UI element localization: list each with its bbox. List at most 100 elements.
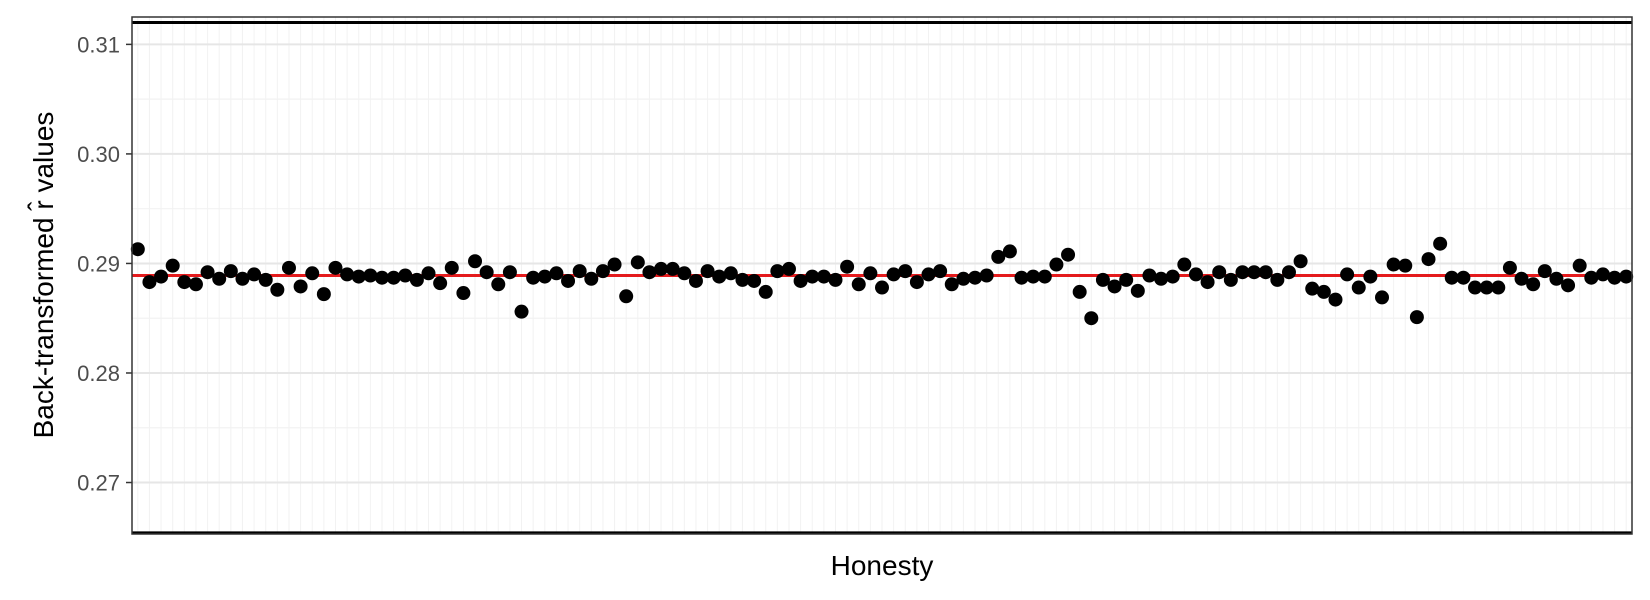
data-point <box>1398 258 1413 273</box>
data-point <box>386 270 401 285</box>
data-point <box>305 266 320 281</box>
data-point <box>840 259 855 274</box>
data-point <box>979 268 994 283</box>
data-point <box>421 266 436 281</box>
data-point <box>1537 264 1552 279</box>
major-gridlines-y <box>132 43 1632 484</box>
data-point <box>1572 258 1587 273</box>
data-point <box>1247 265 1262 280</box>
data-point <box>1188 267 1203 282</box>
data-point <box>1328 292 1343 307</box>
data-point <box>1095 272 1110 287</box>
data-point <box>1316 284 1331 299</box>
y-tick-label: 0.30 <box>77 142 120 167</box>
data-point <box>363 268 378 283</box>
data-point <box>375 270 389 285</box>
data-point <box>1363 269 1378 284</box>
data-point <box>688 273 703 288</box>
data-point <box>1212 265 1227 280</box>
data-point <box>700 264 715 279</box>
data-point <box>328 260 343 275</box>
panel-border <box>131 16 1633 535</box>
data-point <box>1061 247 1076 262</box>
data-point <box>1444 270 1459 285</box>
data-point <box>642 265 657 280</box>
data-point <box>1584 270 1599 285</box>
data-point <box>1340 267 1355 282</box>
data-point <box>956 271 971 286</box>
data-point <box>735 272 750 287</box>
data-point <box>1049 257 1064 272</box>
data-point <box>863 266 878 281</box>
data-point <box>1130 283 1145 298</box>
data-point <box>561 273 576 288</box>
data-point <box>1351 280 1366 295</box>
data-point <box>619 289 634 304</box>
data-point <box>1200 275 1215 290</box>
y-axis-title: Back-transformed r̂ values <box>28 112 59 439</box>
data-point <box>921 267 936 282</box>
y-tick-label: 0.28 <box>77 361 120 386</box>
y-tick-label: 0.29 <box>77 251 120 276</box>
data-point <box>154 269 169 284</box>
data-point <box>595 264 610 279</box>
data-point <box>468 254 483 269</box>
data-point <box>1072 284 1087 299</box>
data-point <box>1154 271 1169 286</box>
data-point <box>316 287 331 302</box>
data-point <box>1014 270 1029 285</box>
data-point <box>247 267 262 282</box>
data-point <box>677 266 692 281</box>
data-point <box>898 264 913 279</box>
data-point <box>665 261 680 276</box>
data-point <box>991 249 1006 264</box>
data-point <box>223 264 238 279</box>
data-point <box>1549 271 1564 286</box>
x-axis-title: Honesty <box>831 550 934 581</box>
data-point <box>433 276 448 291</box>
data-point <box>758 284 773 299</box>
data-point <box>235 271 250 286</box>
data-points <box>130 236 1634 326</box>
data-point <box>1281 265 1296 280</box>
data-point <box>654 261 669 276</box>
data-point <box>1165 269 1180 284</box>
data-point <box>1491 280 1506 295</box>
data-point <box>398 268 413 283</box>
data-point <box>165 258 180 273</box>
data-point <box>537 269 552 284</box>
data-point <box>177 275 192 290</box>
data-point <box>212 271 227 286</box>
data-point <box>549 266 564 281</box>
y-tick-label: 0.31 <box>77 32 120 57</box>
data-point <box>572 264 587 279</box>
data-point <box>1619 269 1634 284</box>
data-point <box>293 279 308 294</box>
data-point <box>1456 270 1471 285</box>
data-point <box>1270 272 1285 287</box>
data-point <box>351 269 366 284</box>
data-point <box>712 269 727 284</box>
data-point <box>781 261 796 276</box>
data-point <box>1421 252 1436 267</box>
data-point <box>270 282 285 297</box>
data-point <box>828 272 843 287</box>
data-point <box>723 266 738 281</box>
data-point <box>607 257 622 272</box>
data-point <box>1502 260 1517 275</box>
data-point <box>1433 236 1448 251</box>
data-point <box>340 267 355 282</box>
data-point <box>1409 310 1424 325</box>
data-point <box>479 265 494 280</box>
data-point <box>502 265 517 280</box>
data-point <box>909 275 924 290</box>
data-point <box>1526 277 1541 292</box>
data-point <box>886 267 901 282</box>
data-point <box>526 270 541 285</box>
data-point <box>130 242 145 257</box>
data-point <box>281 260 296 275</box>
data-point <box>816 269 831 284</box>
data-point <box>1386 257 1401 272</box>
data-point <box>1479 280 1494 295</box>
data-point <box>444 260 459 275</box>
